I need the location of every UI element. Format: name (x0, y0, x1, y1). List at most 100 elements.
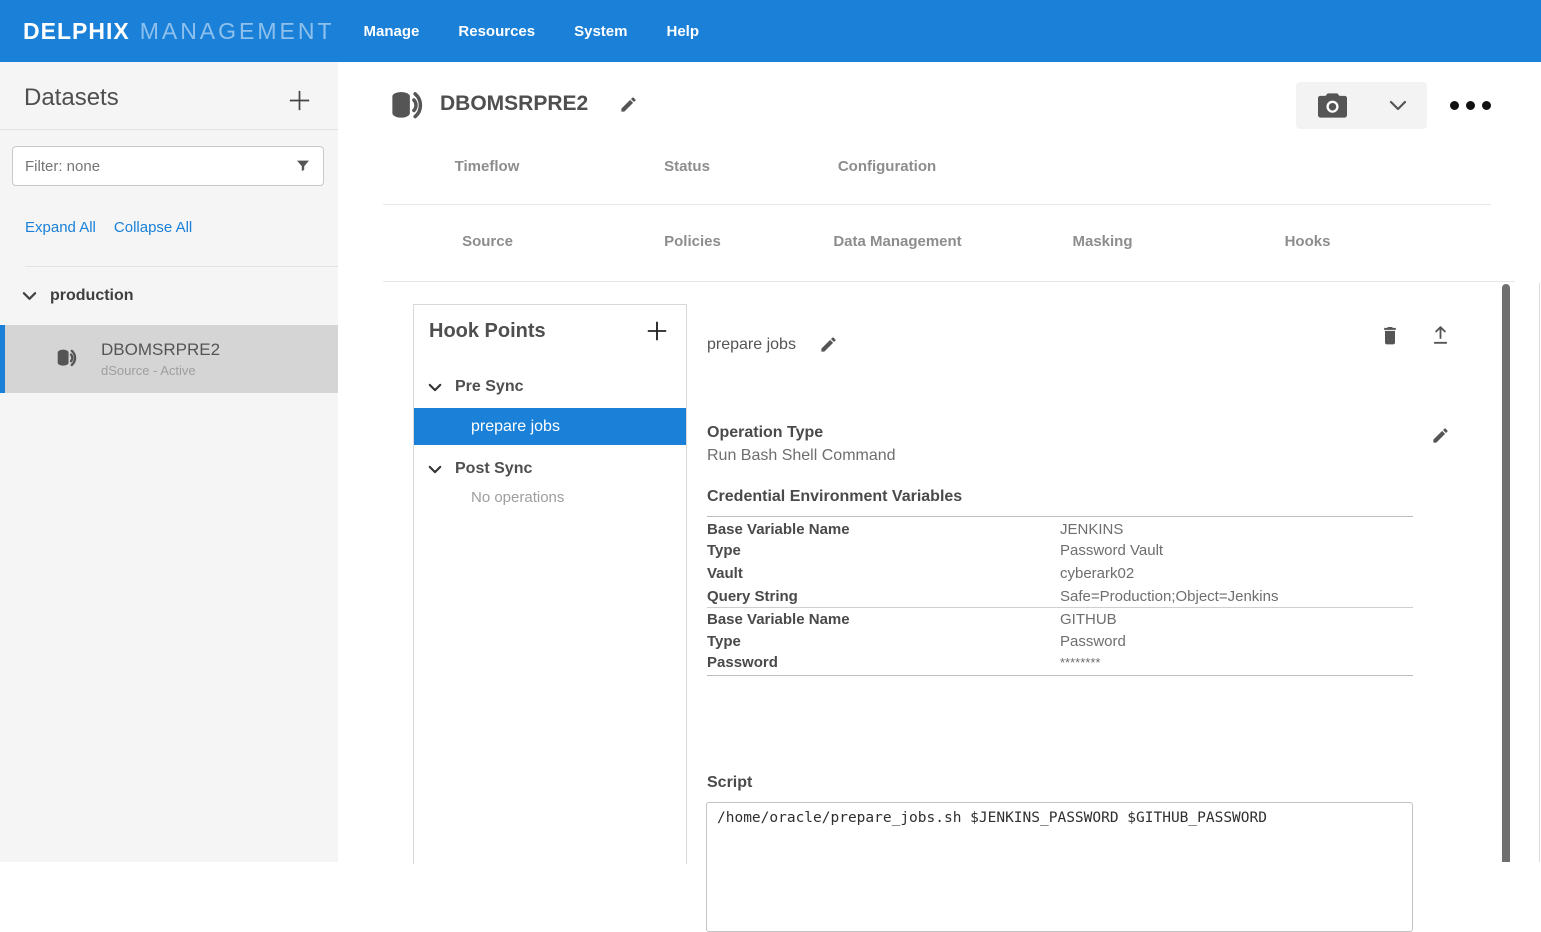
export-hook-button[interactable] (1430, 322, 1451, 347)
tab-policies[interactable]: Policies (664, 233, 721, 250)
hook-group-label: Pre Sync (455, 378, 524, 395)
brand-secondary: MANAGEMENT (139, 17, 335, 44)
add-hook-button[interactable] (644, 318, 670, 344)
plus-icon (289, 90, 310, 111)
operation-type-label: Operation Type (707, 424, 824, 441)
funnel-icon (297, 160, 309, 172)
upload-icon (1433, 326, 1448, 344)
dot-icon (1466, 101, 1475, 110)
tab-status[interactable]: Status (664, 158, 710, 175)
table-row: Query String Safe=Production;Object=Jenk… (707, 585, 1413, 608)
cred-value: JENKINS (1060, 521, 1124, 539)
primary-tabs: Timeflow Status Configuration (387, 158, 987, 175)
page-title: DBOMSRPRE2 (440, 92, 589, 115)
hook-item-prepare-jobs[interactable]: prepare jobs (414, 408, 686, 445)
dataset-status: dSource - Active (101, 363, 196, 378)
divider (383, 281, 1515, 282)
tab-hooks[interactable]: Hooks (1284, 233, 1331, 250)
cred-label: Password (707, 653, 778, 671)
more-actions-button[interactable] (1450, 101, 1491, 110)
dataset-filter-input[interactable]: Filter: none (12, 146, 324, 186)
hook-detail-header: prepare jobs (707, 335, 838, 354)
credentials-title: Credential Environment Variables (707, 488, 963, 505)
table-row: Base Variable Name JENKINS (707, 517, 1413, 540)
operation-type-value: Run Bash Shell Command (707, 447, 896, 464)
hook-name: prepare jobs (707, 335, 796, 353)
cred-value: ******** (1060, 654, 1101, 670)
dataset-name: DBOMSRPRE2 (101, 340, 221, 359)
hook-points-panel: Hook Points Pre Sync prepare jobs Post S… (413, 304, 687, 864)
table-row: Vault cyberark02 (707, 562, 1413, 585)
nav-item-resources[interactable]: Resources (458, 22, 536, 40)
sidebar-header: Datasets (0, 62, 338, 130)
cred-label: Base Variable Name (707, 521, 850, 539)
edit-operation-button[interactable] (1431, 426, 1450, 445)
main-content: DBOMSRPRE2 Timeflow Status Configuration… (338, 62, 1541, 932)
table-row: Type Password Vault (707, 540, 1413, 563)
dataset-item-text: DBOMSRPRE2 dSource - Active (101, 340, 220, 378)
pencil-icon (821, 337, 836, 352)
script-editor[interactable]: /home/oracle/prepare_jobs.sh $JENKINS_PA… (706, 802, 1413, 932)
datasets-sidebar: Datasets Filter: none Expand All Collaps… (0, 62, 338, 862)
cred-label: Query String (707, 587, 798, 605)
tab-data-management[interactable]: Data Management (833, 233, 962, 250)
nav-menu: Manage Resources System Help (364, 23, 699, 40)
trash-icon (1384, 327, 1396, 345)
cred-value: Safe=Production;Object=Jenkins (1060, 587, 1279, 605)
expand-all-link[interactable]: Expand All (25, 219, 96, 236)
pencil-icon (621, 97, 636, 112)
plus-icon (647, 321, 667, 341)
cred-label: Type (707, 632, 741, 650)
hook-points-header: Hook Points (414, 305, 686, 344)
cred-value: GITHUB (1060, 610, 1117, 628)
nav-item-manage[interactable]: Manage (363, 22, 420, 40)
scroll-track-edge (1539, 283, 1540, 862)
collapse-all-link[interactable]: Collapse All (113, 219, 193, 236)
cred-label: Base Variable Name (707, 610, 850, 628)
credentials-table: Base Variable Name JENKINS Type Password… (707, 516, 1413, 677)
brand-primary: DELPHIX (23, 17, 130, 44)
hook-group-label: Post Sync (455, 460, 533, 477)
chevron-down-icon (1389, 100, 1407, 111)
snapshot-button[interactable] (1296, 82, 1427, 129)
nav-item-system[interactable]: System (574, 22, 628, 40)
camera-icon (1318, 93, 1347, 118)
dsource-icon (57, 349, 77, 367)
tree-group-production[interactable]: production (0, 267, 338, 325)
pencil-icon (1433, 428, 1448, 443)
script-label: Script (707, 774, 753, 791)
chevron-down-icon (428, 465, 442, 473)
rename-dataset-button[interactable] (619, 95, 638, 114)
table-row: Type Password (707, 630, 1413, 653)
table-row: Base Variable Name GITHUB (707, 607, 1413, 630)
sidebar-links: Expand All Collapse All (25, 219, 338, 267)
dsource-icon-large (392, 91, 423, 119)
vertical-scrollbar[interactable] (1502, 284, 1510, 862)
chevron-down-icon (22, 292, 37, 300)
sidebar-title: Datasets (24, 84, 119, 111)
delphix-logo: DELPHIX MANAGEMENT (23, 18, 335, 45)
table-row: Password ******** (707, 653, 1413, 676)
dot-icon (1482, 101, 1491, 110)
cred-value: cyberark02 (1060, 564, 1135, 582)
tab-timeflow[interactable]: Timeflow (454, 158, 520, 175)
tab-configuration[interactable]: Configuration (837, 158, 937, 175)
hook-group-post-sync[interactable]: Post Sync (414, 456, 686, 482)
configuration-subtabs: Source Policies Data Management Masking … (385, 233, 1410, 250)
tab-source[interactable]: Source (462, 233, 513, 250)
hook-group-pre-sync[interactable]: Pre Sync (414, 374, 686, 400)
tab-masking[interactable]: Masking (1072, 233, 1133, 250)
operation-type-block: Operation Type Run Bash Shell Command (707, 424, 896, 465)
add-dataset-button[interactable] (285, 86, 314, 115)
post-sync-empty-text: No operations (471, 489, 565, 506)
dataset-item-dbomsrpre2[interactable]: DBOMSRPRE2 dSource - Active (0, 325, 338, 393)
divider (383, 204, 1491, 205)
hook-points-title: Hook Points (429, 319, 546, 342)
delete-hook-button[interactable] (1380, 323, 1400, 347)
filter-value: Filter: none (25, 157, 101, 175)
cred-label: Type (707, 542, 741, 560)
nav-item-help[interactable]: Help (666, 22, 699, 40)
cred-label: Vault (707, 564, 743, 582)
cred-value: Password (1060, 632, 1126, 650)
edit-hook-name-button[interactable] (819, 335, 838, 354)
